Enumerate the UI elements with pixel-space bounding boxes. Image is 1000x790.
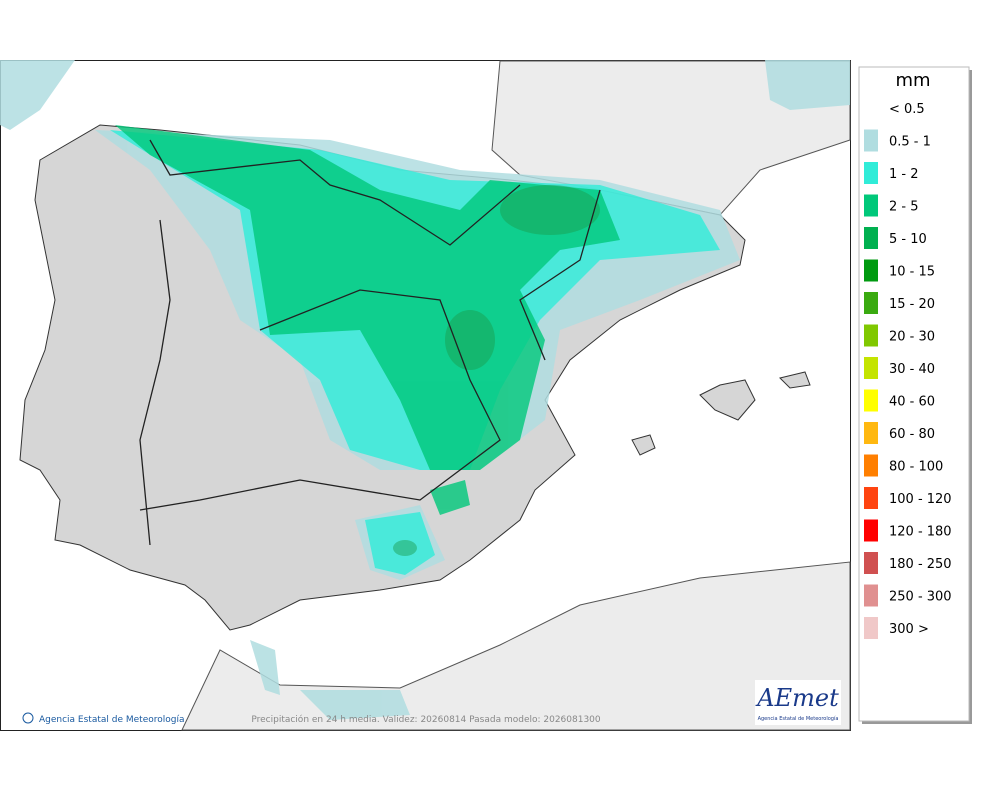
legend-swatch bbox=[864, 357, 878, 379]
credit: Agencia Estatal de Meteorología bbox=[39, 715, 185, 725]
legend-swatch bbox=[864, 552, 878, 574]
legend-swatch bbox=[864, 162, 878, 184]
legend-title: mm bbox=[895, 70, 930, 91]
legend-swatch bbox=[864, 454, 878, 477]
legend-label: 20 - 30 bbox=[889, 330, 935, 345]
legend-swatch bbox=[864, 487, 878, 509]
legend-swatch bbox=[864, 227, 878, 249]
logo-subtitle: Agencia Estatal de Meteorología bbox=[758, 715, 839, 722]
logo-box bbox=[755, 680, 841, 725]
legend-swatch bbox=[864, 519, 878, 542]
legend-swatch bbox=[864, 617, 878, 639]
footer: Agencia Estatal de Meteorología Precipit… bbox=[22, 712, 601, 725]
legend-label: 15 - 20 bbox=[889, 297, 935, 312]
legend-label: 80 - 100 bbox=[889, 460, 943, 475]
legend-label: 0.5 - 1 bbox=[889, 135, 931, 150]
legend-swatch bbox=[864, 194, 878, 217]
legend-swatch bbox=[864, 292, 878, 314]
legend-label: 120 - 180 bbox=[889, 525, 952, 540]
legend-label: 180 - 250 bbox=[889, 557, 952, 572]
copyright-icon bbox=[22, 712, 34, 724]
precip-2-5 bbox=[115, 125, 620, 515]
legend-label: 60 - 80 bbox=[889, 427, 935, 442]
legend-label: 1 - 2 bbox=[889, 167, 919, 182]
map bbox=[0, 60, 851, 731]
precip-5-10 bbox=[393, 185, 600, 556]
legend-label: 250 - 300 bbox=[889, 590, 952, 605]
borders bbox=[139, 139, 601, 546]
legend-label: 10 - 15 bbox=[889, 265, 935, 280]
legend-swatch bbox=[864, 324, 878, 347]
legend-swatch bbox=[864, 259, 878, 282]
legend-swatch bbox=[864, 389, 878, 412]
legend: mm < 0.5 0.5 - 1 1 - 2 2 - 5 5 - 10 10 - 15 15… bbox=[858, 66, 972, 724]
legend-label: 2 - 5 bbox=[889, 200, 919, 215]
legend-label: 30 - 40 bbox=[889, 362, 935, 377]
logo-name: AEmet bbox=[755, 684, 839, 712]
legend-label: 40 - 60 bbox=[889, 395, 935, 410]
legend-swatch bbox=[864, 584, 878, 607]
legend-swatch bbox=[864, 129, 878, 152]
logo: AEmet Agencia Estatal de Meteorología bbox=[755, 680, 841, 725]
legend-label: 100 - 120 bbox=[889, 492, 952, 507]
caption: Precipitación en 24 h media. Validez: 20… bbox=[251, 714, 601, 725]
africa bbox=[181, 561, 851, 731]
legend-label: 5 - 10 bbox=[889, 232, 927, 247]
legend-label: 300 > bbox=[889, 622, 929, 637]
mallorca bbox=[699, 379, 756, 421]
ibiza bbox=[631, 434, 656, 456]
legend-swatch bbox=[864, 422, 878, 444]
menorca bbox=[779, 371, 811, 389]
legend-label: < 0.5 bbox=[889, 102, 925, 117]
